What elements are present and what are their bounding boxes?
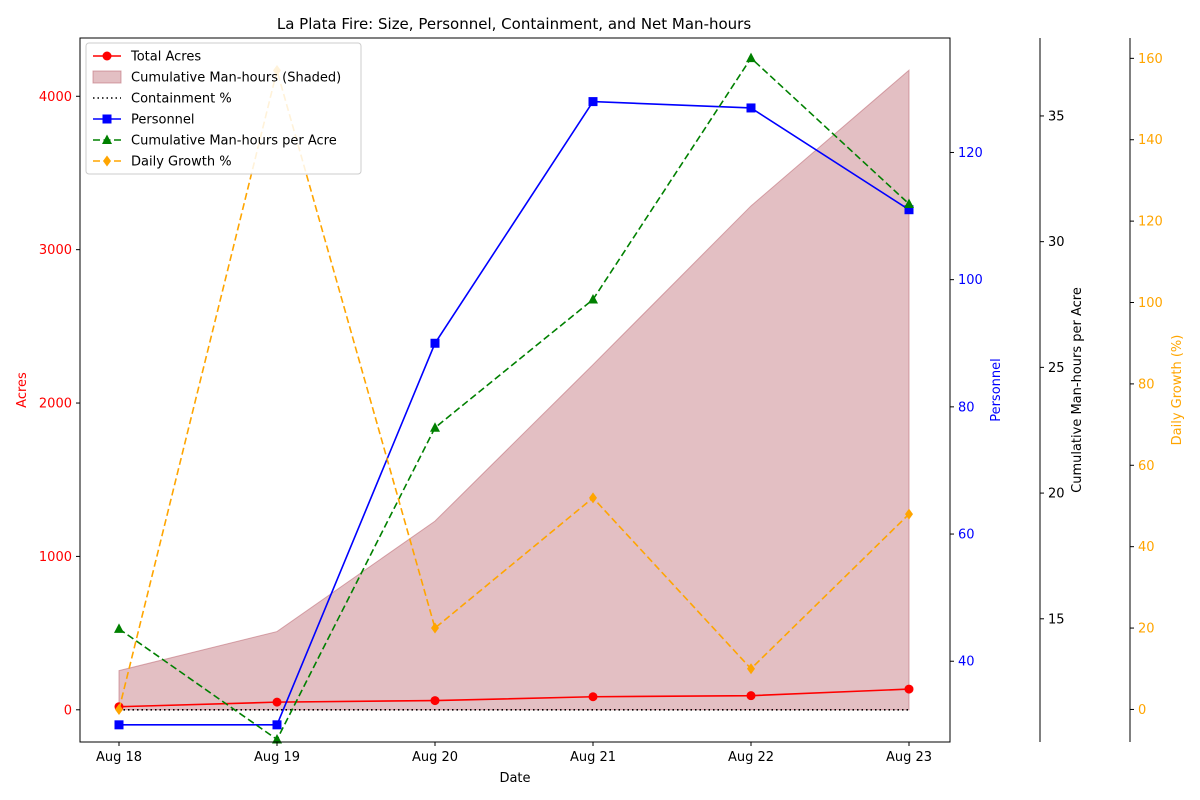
mh_per_acre-tick-label-1: 20 (1048, 487, 1065, 502)
legend-marker-3 (102, 114, 112, 124)
series-4-point-3 (588, 293, 598, 304)
acres-tick-label-4: 4000 (39, 90, 72, 105)
y-axis-daily-growth: 0 20 40 60 80 100 120 140 160 (1129, 38, 1163, 742)
growth-tick-label-1: 20 (1138, 622, 1155, 637)
growth-tick-label-3: 60 (1138, 459, 1155, 474)
legend-swatch-1 (92, 70, 122, 84)
y-axis-label-daily-growth: Daily Growth (%) (1170, 335, 1185, 446)
series-5-point-0 (115, 703, 123, 715)
series-4-point-5 (904, 198, 914, 208)
legend-box (85, 42, 362, 175)
area-series-1 (118, 69, 910, 711)
legend-marker-5 (103, 155, 111, 167)
series-3-point-2 (430, 338, 440, 348)
personnel-tick-label-4: 120 (958, 146, 983, 161)
mh_per_acre-tick-label-3: 30 (1048, 235, 1065, 250)
legend-label-5: Daily Growth % (131, 155, 232, 170)
y-axis-acres: 0 1000 2000 3000 4000 (39, 90, 80, 718)
y-axis-label-acres: Acres (15, 372, 30, 408)
mh_per_acre-tick-label-4: 35 (1048, 109, 1065, 124)
series-layer (114, 52, 914, 744)
chart-title: La Plata Fire: Size, Personnel, Containm… (277, 15, 751, 33)
x-axis: Aug 18 Aug 19 Aug 20 Aug 21 Aug 22 Aug 23 (96, 742, 932, 765)
mh_per_acre-tick-label-0: 15 (1048, 612, 1065, 627)
series-4-point-1 (272, 733, 282, 744)
growth-tick-label-7: 140 (1138, 133, 1163, 148)
mh_per_acre-tick-label-2: 25 (1048, 361, 1065, 376)
growth-tick-label-2: 40 (1138, 540, 1155, 555)
series-line-5 (118, 67, 910, 710)
legend-label-1: Cumulative Man-hours (Shaded) (131, 71, 341, 86)
legend-marker-0 (102, 51, 112, 61)
series-4-point-2 (430, 422, 440, 432)
legend-marker-4 (102, 134, 112, 144)
growth-tick-label-4: 80 (1138, 377, 1155, 392)
acres-tick-label-1: 1000 (39, 550, 72, 565)
area-layer (118, 69, 910, 711)
acres-tick-label-0: 0 (64, 703, 72, 718)
series-5-point-2 (431, 622, 439, 634)
growth-tick-label-6: 120 (1138, 215, 1163, 230)
series-line-0 (118, 688, 910, 708)
series-3-point-1 (272, 720, 282, 730)
x-tick-label-2: Aug 20 (412, 750, 458, 765)
legend-label-2: Containment % (131, 92, 232, 107)
series-0-point-1 (272, 697, 282, 707)
legend-label-3: Personnel (131, 113, 195, 128)
series-0-point-4 (746, 691, 756, 701)
acres-tick-label-3: 3000 (39, 243, 72, 258)
y-axis-personnel: 40 60 80 100 120 (950, 146, 983, 670)
series-line-3 (119, 100, 910, 726)
y-axis-man-hours-per-acre: 15 20 25 30 35 (1039, 38, 1065, 742)
legend-label-4: Cumulative Man-hours per Acre (131, 134, 337, 149)
series-3-point-4 (746, 103, 756, 113)
acres-tick-label-2: 2000 (39, 397, 72, 412)
series-4-point-0 (114, 623, 124, 633)
series-0-point-5 (904, 684, 914, 694)
series-4-point-4 (746, 52, 756, 63)
personnel-tick-label-3: 100 (958, 273, 983, 288)
x-tick-label-5: Aug 23 (886, 750, 932, 765)
x-axis-label: Date (499, 771, 530, 786)
growth-tick-label-8: 160 (1138, 52, 1163, 67)
y-axis-label-man-hours-per-acre: Cumulative Man-hours per Acre (1070, 287, 1085, 493)
series-0-point-2 (430, 696, 440, 706)
x-tick-label-0: Aug 18 (96, 750, 142, 765)
series-5-point-4 (747, 663, 755, 675)
legend: Total Acres Cumulative Man-hours (Shaded)… (85, 42, 362, 175)
personnel-tick-label-1: 60 (958, 528, 975, 543)
personnel-tick-label-2: 80 (958, 400, 975, 415)
series-line-4 (118, 56, 910, 741)
x-tick-label-4: Aug 22 (728, 750, 774, 765)
legend-label-0: Total Acres (130, 50, 201, 65)
series-3-point-3 (588, 97, 598, 107)
y-axis-label-personnel: Personnel (989, 358, 1004, 422)
growth-tick-label-0: 0 (1138, 703, 1146, 718)
series-5-point-3 (589, 492, 597, 504)
series-0-point-3 (588, 692, 598, 702)
personnel-tick-label-0: 40 (958, 655, 975, 670)
series-3-point-0 (114, 720, 124, 730)
series-5-point-5 (905, 508, 913, 520)
x-tick-label-1: Aug 19 (254, 750, 300, 765)
growth-tick-label-5: 100 (1138, 296, 1163, 311)
x-tick-label-3: Aug 21 (570, 750, 616, 765)
plot-frame (79, 37, 951, 743)
series-3-point-5 (904, 205, 914, 215)
